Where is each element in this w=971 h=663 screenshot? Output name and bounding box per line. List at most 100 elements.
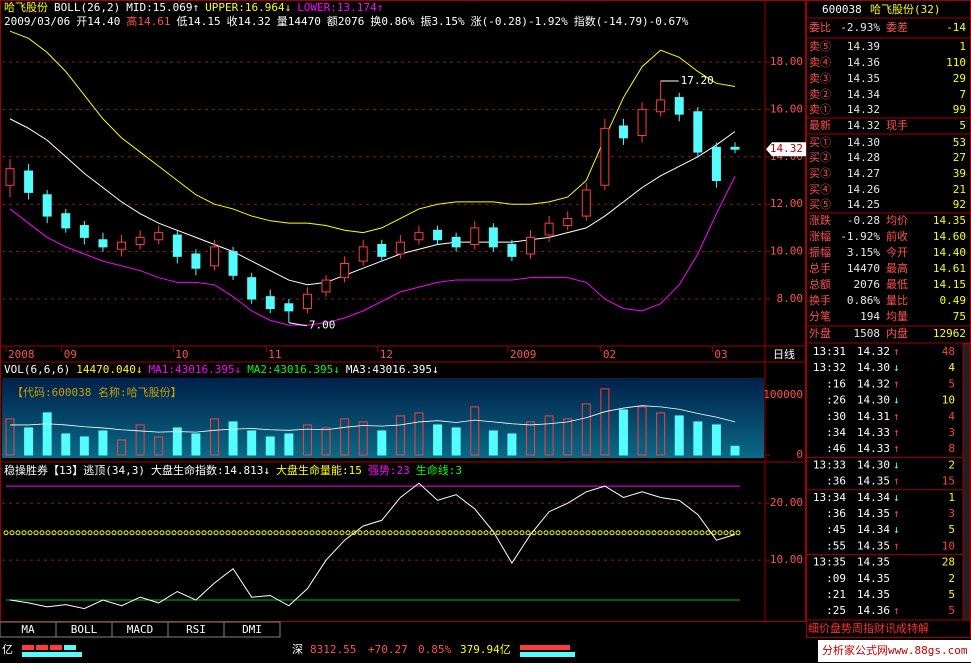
quote-label: 总额 xyxy=(809,277,831,291)
header-item: 开14.40 xyxy=(76,15,120,28)
candle-body xyxy=(172,234,182,257)
level-dot xyxy=(609,530,615,536)
trade-volume: 2 xyxy=(948,458,955,471)
header-item: LOWER:13.174↑ xyxy=(297,1,383,14)
trade-time: :26 xyxy=(826,394,846,407)
volume-bar xyxy=(321,427,331,456)
trade-price: 14.34 xyxy=(857,491,890,504)
candle-body xyxy=(191,253,201,269)
quote-value: 14.32 xyxy=(847,103,880,116)
quote-value: 3.15% xyxy=(847,246,880,259)
candle-body xyxy=(395,241,405,255)
annotation: 17.20 xyxy=(681,74,714,87)
level-dot xyxy=(243,530,249,536)
quote-value: 5 xyxy=(959,119,966,132)
quote-label: 买① xyxy=(809,136,831,149)
level-dot xyxy=(699,530,705,536)
block xyxy=(36,645,48,650)
level-dot xyxy=(723,530,729,536)
tab[interactable] xyxy=(223,621,281,638)
tab-label[interactable]: BOLL xyxy=(71,623,98,636)
trade-price: 14.32 xyxy=(857,377,890,390)
quote-label: 卖⑤ xyxy=(809,40,831,53)
level-dot xyxy=(15,530,21,536)
trade-volume: 10 xyxy=(942,539,955,552)
volume-bar xyxy=(191,433,201,456)
candle-body xyxy=(42,194,52,217)
header: 稳操胜券【13】逃顶(34,3) 大盘生命指数:14.813↓ 大盘生命量能:15 强… xyxy=(4,463,462,477)
level-dot xyxy=(285,530,291,536)
level-dot xyxy=(519,530,525,536)
candle-body xyxy=(563,217,573,227)
quote-label: 买④ xyxy=(809,183,831,196)
level-dot xyxy=(369,530,375,536)
trade-price: 14.30 xyxy=(857,361,890,374)
quote-volume: 110 xyxy=(946,56,966,69)
level-dot xyxy=(663,530,669,536)
quote-label: 分笔 xyxy=(809,309,831,323)
boll-line xyxy=(9,176,736,326)
header-item: MID:15.069↑ xyxy=(126,1,199,14)
level-dot xyxy=(729,530,735,536)
trade-price: 14.35 xyxy=(857,539,890,552)
level-dot xyxy=(117,530,123,536)
quote-value: 14.35 xyxy=(933,214,966,227)
panel-tabs[interactable]: 细价盘势周指财讯成特解 xyxy=(808,621,929,635)
quote-value: 14.34 xyxy=(847,88,880,101)
candle-body xyxy=(693,111,703,153)
volume-bar xyxy=(526,421,536,456)
level-dot xyxy=(543,530,549,536)
period[interactable]: 日线 xyxy=(773,347,795,361)
candle-body xyxy=(507,244,517,257)
trade-time: :09 xyxy=(826,572,846,585)
level-dot xyxy=(33,530,39,536)
volume-bar xyxy=(265,436,275,456)
header-label: 大盘生命量能: xyxy=(276,463,349,477)
quote-label: 买② xyxy=(809,151,831,164)
tab-label[interactable]: RSI xyxy=(186,623,206,636)
candle-body xyxy=(24,170,34,193)
header-item: 2009/03/06 xyxy=(4,15,70,28)
status-index: 8312.55 xyxy=(310,643,356,656)
trade-time: :16 xyxy=(826,377,846,390)
quote-label: 买⑤ xyxy=(809,198,831,211)
scrollbar[interactable] xyxy=(962,343,971,621)
tab-label[interactable]: MACD xyxy=(127,623,154,636)
y-tick-label: 10.00 xyxy=(770,245,803,258)
quote-value: 1508 xyxy=(854,327,881,340)
trade-dir: ↓ xyxy=(893,523,900,536)
quote-volume: 39 xyxy=(953,167,966,180)
level-dot xyxy=(405,530,411,536)
level-dot xyxy=(627,530,633,536)
trade-dir: ↑ xyxy=(893,604,900,617)
header-label: 生命线: xyxy=(416,463,456,477)
level-dot xyxy=(189,530,195,536)
level-dot xyxy=(429,530,435,536)
logo-background xyxy=(818,640,971,662)
volume-bar xyxy=(358,421,368,456)
quote-value: 75 xyxy=(953,310,966,323)
level-dot xyxy=(9,530,15,536)
quote-label: 涨跌 xyxy=(809,213,831,227)
quote-value: 14.25 xyxy=(847,198,880,211)
volume-bar xyxy=(507,433,517,456)
level-dot xyxy=(297,530,303,536)
level-dot xyxy=(615,530,621,536)
quote-value: 14.26 xyxy=(847,183,880,196)
level-dot xyxy=(27,530,33,536)
level-dot xyxy=(321,530,327,536)
x-tick-label: 2009 xyxy=(510,348,537,361)
quote-value: 14.60 xyxy=(933,230,966,243)
trade-volume: 2 xyxy=(948,572,955,585)
tab-label[interactable]: DMI xyxy=(242,623,262,636)
level-dot xyxy=(465,530,471,536)
level-dot xyxy=(51,530,57,536)
trade-price: 14.35 xyxy=(857,556,890,569)
tab-label[interactable]: MA xyxy=(21,623,35,636)
quote-label: 最高 xyxy=(886,261,908,275)
trade-dir: ↑ xyxy=(893,507,900,520)
level-dot xyxy=(219,530,225,536)
level-dot xyxy=(93,530,99,536)
level-dot xyxy=(63,530,69,536)
